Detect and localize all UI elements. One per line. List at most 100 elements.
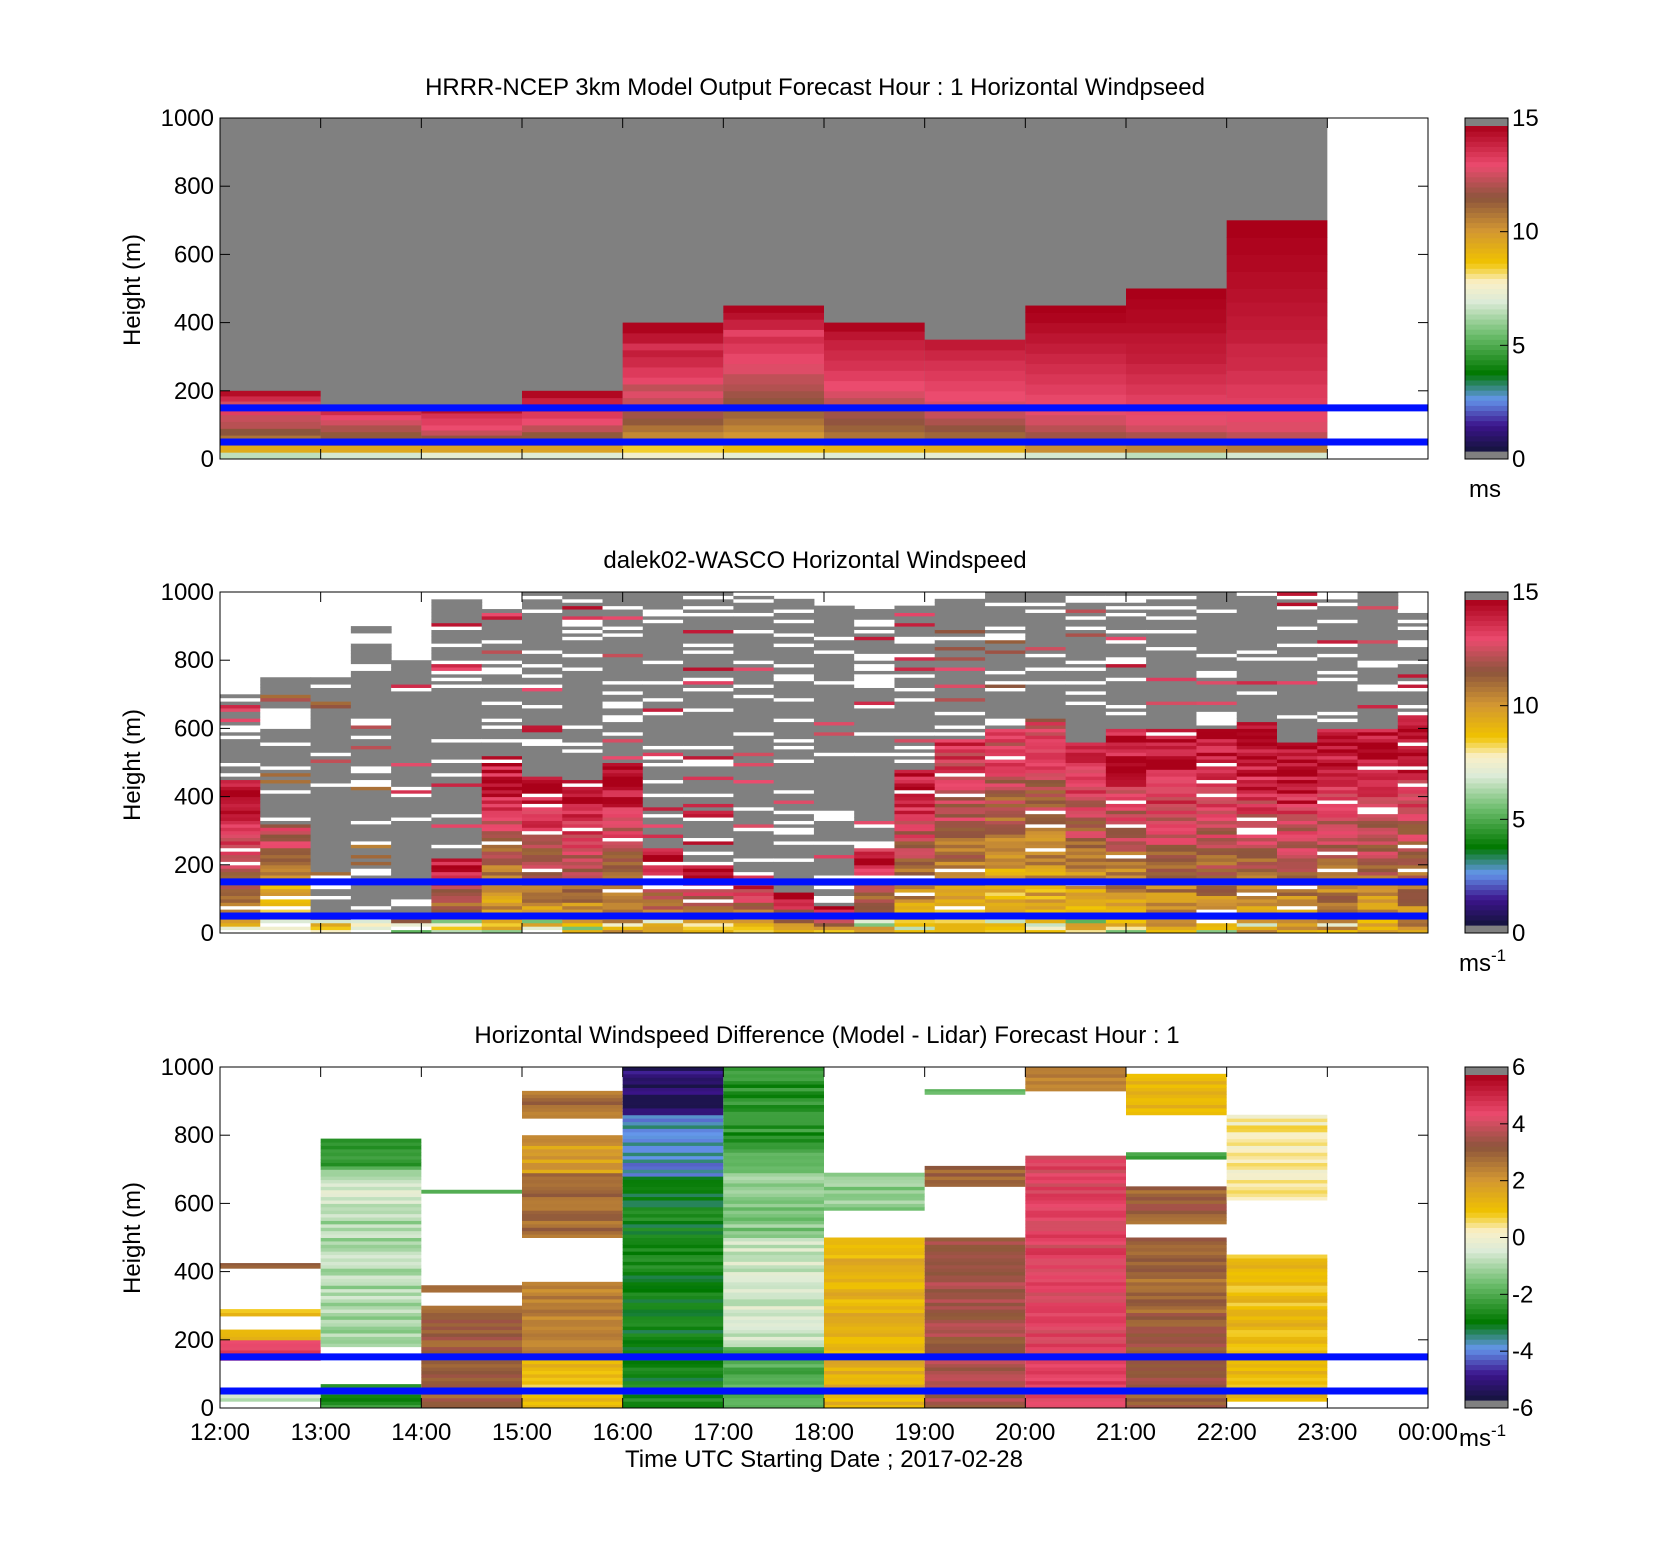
heatmap-cell (350, 803, 392, 808)
heatmap-cell (723, 1257, 824, 1262)
heatmap-cell (1236, 605, 1278, 610)
heatmap-cell (894, 701, 936, 706)
heatmap-cell (220, 714, 261, 719)
heatmap-cell (1236, 704, 1278, 709)
heatmap-cell (894, 759, 936, 763)
heatmap-cell (813, 769, 855, 774)
heatmap-cell (1397, 926, 1429, 931)
heatmap-cell (220, 864, 261, 869)
heatmap-cell (622, 356, 724, 368)
heatmap-cell (391, 922, 432, 927)
heatmap-cell (934, 796, 986, 801)
heatmap-cell (723, 1271, 824, 1276)
heatmap-cell (1105, 892, 1147, 896)
heatmap-cell (1065, 612, 1107, 617)
heatmap-cell (1025, 909, 1067, 914)
heatmap-cell (1196, 830, 1238, 835)
heatmap-cell (1065, 680, 1107, 685)
heatmap-cell (622, 1380, 724, 1385)
heatmap-cell (1065, 813, 1107, 818)
heatmap-cell (773, 875, 815, 879)
heatmap-cell (481, 724, 523, 729)
heatmap-cell (310, 789, 352, 794)
heatmap-cell (320, 1186, 422, 1191)
heatmap-cell (813, 714, 855, 719)
heatmap-cell (1236, 902, 1278, 907)
heatmap-cell (562, 619, 604, 624)
heatmap-cell (1126, 1196, 1227, 1201)
heatmap-cell (481, 840, 523, 845)
colorbar-step (1465, 615, 1508, 621)
heatmap-cell (1357, 786, 1399, 791)
heatmap-cell (350, 660, 392, 665)
heatmap-cell (310, 844, 352, 849)
heatmap-cell (562, 782, 604, 787)
heatmap-cell (1126, 1339, 1227, 1344)
heatmap-cell (320, 1234, 422, 1238)
heatmap-cell (824, 1305, 925, 1310)
heatmap-cell (320, 1326, 422, 1331)
heatmap-cell (934, 830, 986, 835)
heatmap-cell (813, 782, 855, 787)
heatmap-cell (824, 431, 925, 440)
heatmap-cell (522, 1114, 623, 1119)
heatmap-cell (1317, 649, 1359, 654)
xtick-label: 17:00 (693, 1419, 753, 1446)
heatmap-cell (642, 742, 684, 746)
heatmap-cell (1065, 609, 1107, 613)
heatmap-cell (220, 885, 261, 890)
heatmap-cell (1025, 687, 1067, 692)
heatmap-cell (733, 888, 775, 893)
heatmap-cell (985, 806, 1026, 811)
heatmap-cell (1025, 653, 1067, 658)
heatmap-cell (562, 612, 604, 617)
heatmap-cell (602, 752, 644, 757)
heatmap-cell (642, 779, 684, 784)
heatmap-cell (924, 1288, 1026, 1293)
heatmap-cell (1226, 356, 1328, 371)
colorbar-step (1465, 716, 1508, 723)
heatmap-cell (310, 711, 352, 716)
heatmap-cell (1357, 875, 1399, 879)
heatmap-cell (1025, 1271, 1126, 1276)
heatmap-cell (1357, 922, 1399, 927)
ytick-label: 800 (174, 173, 214, 200)
heatmap-cell (683, 786, 734, 791)
heatmap-cell (421, 1319, 522, 1324)
heatmap-cell (1126, 322, 1227, 334)
heatmap-cell (431, 755, 483, 760)
heatmap-cell (934, 735, 986, 740)
heatmap-cell (1236, 735, 1278, 740)
heatmap-cell (260, 694, 312, 699)
heatmap-cell (522, 1312, 623, 1317)
heatmap-cell (622, 1193, 724, 1198)
heatmap-cell (1025, 1384, 1126, 1389)
heatmap-cell (813, 731, 855, 736)
heatmap-cell (1126, 1217, 1227, 1221)
heatmap-cell (310, 885, 352, 890)
heatmap-cell (1317, 677, 1359, 682)
heatmap-cell (1025, 626, 1067, 631)
colorbar-step (1465, 1384, 1508, 1391)
heatmap-cell (1025, 817, 1067, 821)
heatmap-cell (1226, 1288, 1328, 1293)
heatmap-cell (481, 895, 523, 900)
heatmap-cell (1065, 711, 1107, 716)
heatmap-cell (481, 847, 523, 852)
heatmap-cell (622, 1206, 724, 1211)
heatmap-cell (1277, 854, 1318, 859)
heatmap-cell (934, 721, 986, 726)
heatmap-cell (622, 1261, 724, 1266)
heatmap-cell (733, 892, 775, 896)
heatmap-cell (431, 690, 483, 695)
heatmap-cell (924, 380, 1026, 392)
heatmap-cell (683, 707, 734, 712)
heatmap-cell (824, 380, 925, 392)
heatmap-cell (431, 765, 483, 770)
heatmap-cell (1236, 629, 1278, 634)
heatmap-cell (1226, 1254, 1328, 1259)
heatmap-cell (431, 844, 483, 849)
heatmap-cell (562, 724, 604, 729)
heatmap-cell (1065, 731, 1107, 736)
heatmap-cell (773, 707, 815, 712)
